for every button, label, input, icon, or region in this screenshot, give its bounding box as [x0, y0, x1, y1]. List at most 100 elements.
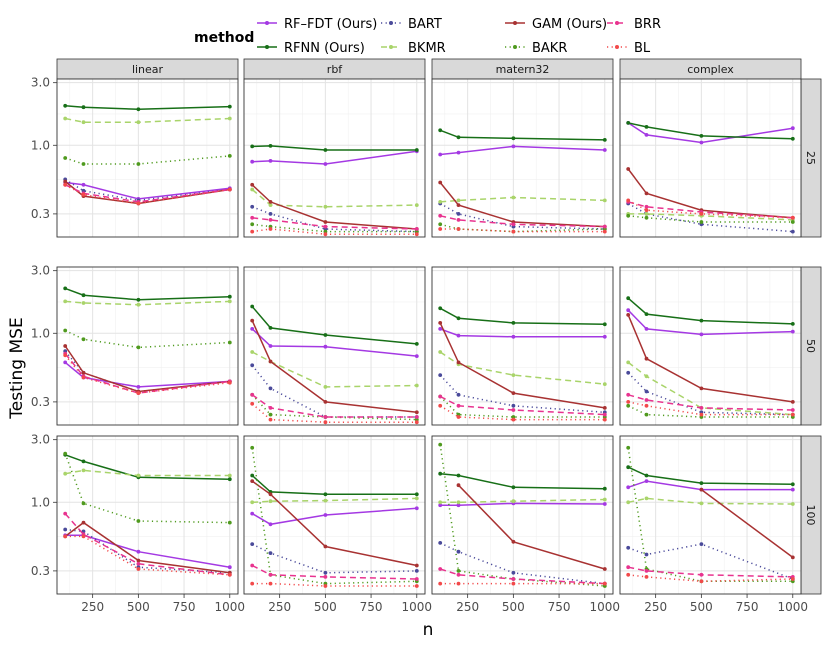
data-point — [136, 107, 141, 112]
data-point — [227, 299, 232, 304]
data-point — [511, 229, 516, 234]
data-point — [63, 353, 68, 358]
legend-key-point — [389, 21, 393, 25]
data-point — [250, 473, 255, 478]
legend-label: BL — [634, 41, 651, 56]
series-line — [64, 345, 230, 393]
data-point — [626, 121, 631, 125]
series-gam-ours — [699, 487, 795, 560]
data-point — [81, 468, 86, 473]
panel-border — [56, 78, 239, 238]
data-point — [456, 569, 461, 573]
panel-complex-25 — [619, 78, 802, 238]
series-rfnn-ours — [438, 128, 607, 142]
data-point — [511, 373, 516, 377]
data-point — [790, 400, 795, 404]
legend-item-rfnn-ours: RFNN (Ours) — [257, 41, 365, 56]
data-point — [250, 144, 255, 149]
data-point — [511, 195, 516, 200]
data-point — [511, 577, 516, 581]
data-point — [438, 222, 443, 227]
data-point — [644, 389, 649, 394]
panel-rbf-100 — [243, 435, 426, 595]
panel-background — [57, 79, 238, 237]
y-axis-label: Testing MSE — [7, 317, 27, 419]
data-point — [268, 218, 273, 222]
data-point — [644, 552, 649, 557]
column-strip-rbf: rbf — [243, 58, 426, 80]
series-line — [627, 309, 793, 336]
data-point — [414, 148, 419, 152]
data-point — [602, 502, 607, 506]
panel-matern32-100 — [431, 435, 614, 595]
data-point — [323, 220, 328, 224]
panel-linear-50 — [56, 266, 239, 426]
data-point — [250, 479, 255, 483]
data-point — [63, 344, 68, 348]
data-point — [414, 415, 419, 419]
series-line — [64, 513, 230, 576]
column-strip-label: rbf — [327, 63, 344, 76]
data-point — [81, 501, 86, 506]
y-tick-label: 0.3 — [31, 207, 50, 221]
data-point — [268, 417, 273, 422]
series-line — [64, 353, 230, 394]
data-point — [63, 182, 68, 187]
series-gam-ours — [250, 479, 419, 568]
panel-border — [243, 435, 426, 595]
data-point — [790, 329, 795, 334]
series-line — [65, 528, 230, 574]
data-point — [63, 451, 68, 456]
data-point — [602, 334, 607, 339]
data-point — [644, 374, 649, 379]
legend-item-bkmr: BKMR — [381, 41, 446, 56]
legend-label: RF–FDT (Ours) — [284, 17, 377, 32]
data-point — [250, 182, 255, 187]
data-point — [438, 403, 443, 408]
x-tick-label: 250 — [268, 600, 291, 614]
series-line — [439, 182, 605, 228]
data-point — [456, 203, 461, 208]
data-point — [414, 506, 419, 511]
panel-border — [619, 435, 802, 595]
series-line — [627, 122, 793, 144]
data-point — [63, 360, 68, 365]
panel-complex-100 — [619, 435, 802, 595]
data-point — [414, 492, 419, 497]
data-point — [456, 403, 461, 408]
data-point — [626, 392, 631, 397]
data-point — [268, 386, 273, 391]
series-rfnn-ours — [438, 306, 607, 327]
data-point — [626, 465, 631, 470]
legend-title: method — [194, 30, 254, 46]
data-point — [227, 116, 232, 121]
series-line — [64, 521, 230, 574]
series-rf-fdt-ours — [438, 144, 607, 157]
data-point — [456, 360, 461, 365]
data-point — [699, 134, 704, 138]
panel-border — [243, 78, 426, 238]
series-line — [627, 543, 794, 580]
data-point — [414, 563, 419, 568]
data-point — [136, 473, 141, 478]
data-point — [323, 232, 328, 237]
data-point — [323, 415, 328, 419]
data-point — [790, 215, 795, 220]
series-line — [627, 480, 793, 491]
data-point — [699, 386, 704, 391]
data-point — [626, 403, 631, 408]
data-point — [456, 150, 461, 155]
data-point — [626, 360, 631, 365]
data-point — [63, 527, 68, 532]
data-point — [644, 473, 649, 478]
x-tick-label: 750 — [173, 600, 196, 614]
data-point — [414, 410, 419, 415]
data-point — [63, 179, 68, 184]
data-point — [250, 542, 255, 546]
column-strip-label: linear — [132, 63, 164, 76]
series-brr — [438, 394, 607, 417]
series-bl — [250, 581, 419, 588]
series-bkmr — [438, 497, 607, 505]
data-point — [626, 198, 631, 203]
